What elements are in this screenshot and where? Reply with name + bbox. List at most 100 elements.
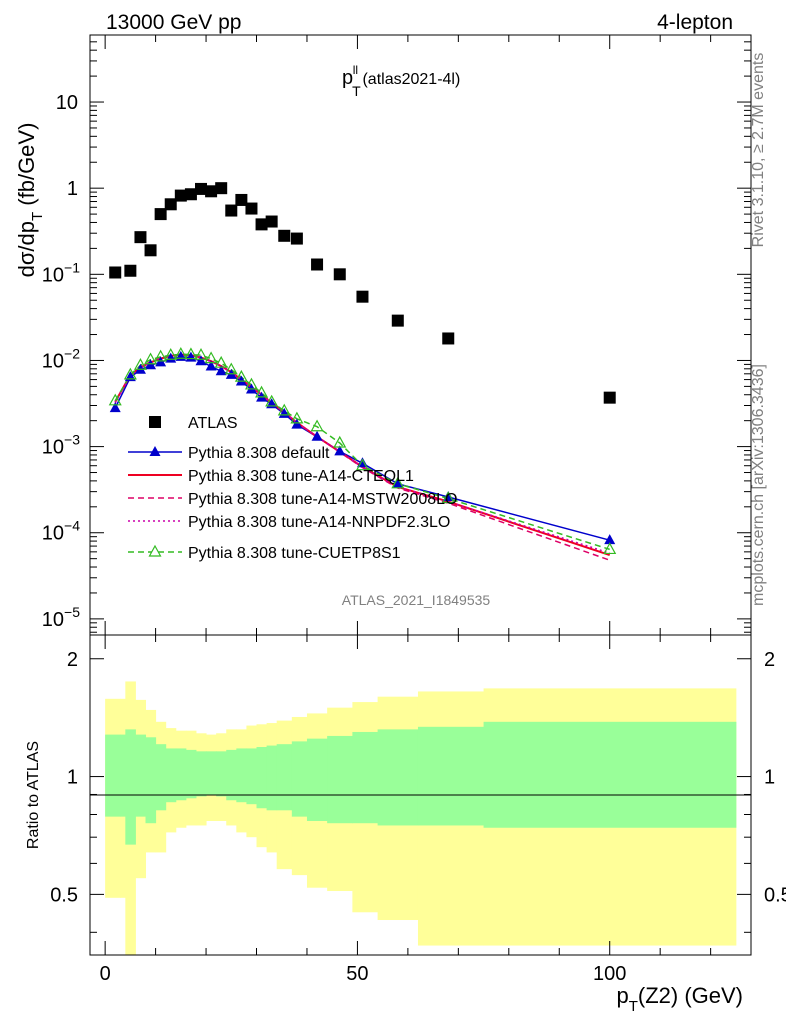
ratio-tick-label-left: 0.5 [50, 884, 78, 906]
cuetp8s1-marker [123, 367, 137, 380]
legend-label: ATLAS [188, 415, 238, 432]
ratio-stat-band [236, 748, 247, 803]
cuetp8s1-marker [355, 458, 369, 471]
default-marker [165, 352, 177, 363]
ratio-stat-band [246, 748, 258, 805]
atlas-data-point [225, 204, 238, 217]
cuetp8s1-marker [164, 347, 178, 360]
ratio-stat-band [377, 729, 419, 826]
plot-title-sup: ll [353, 63, 358, 77]
cuetp8s1-marker [194, 347, 208, 360]
plot-title-rest: (atlas2021-4l) [358, 71, 460, 88]
x-axis-label-main: p [616, 983, 628, 1008]
cuetp8s1-marker [174, 347, 188, 359]
y-tick-label: 10−4 [42, 518, 80, 545]
atlas-data-point [356, 290, 369, 303]
x-axis-label-rest: (Z2) (GeV) [638, 983, 743, 1008]
ratio-panel-frame [89, 634, 752, 956]
ratio-tick-label-left: 2 [67, 649, 78, 671]
cuetp8s1-marker [391, 476, 405, 489]
ratio-bands [105, 681, 737, 955]
atlas-data-point [255, 218, 268, 231]
legend-marker-atlas [149, 416, 161, 428]
header-channel: 4-lepton [657, 11, 733, 34]
x-tick-label: 0 [100, 963, 111, 985]
ratio-stat-band [175, 748, 187, 801]
y-axis-label: dσ/dpT (fb/GeV) [14, 123, 46, 278]
y-tick-label: 10 [56, 92, 78, 114]
default-marker [195, 355, 207, 366]
y-tick-mantissa: 10 [42, 609, 64, 631]
y-tick-label: 1 [67, 178, 78, 200]
plot-title-main: p [342, 67, 353, 89]
cuetp8s1-marker [154, 349, 168, 362]
legend-marker-triangle [149, 446, 161, 456]
legend-marker-open-triangle [148, 544, 162, 557]
ratio-stat-band [135, 734, 147, 817]
ratio-stat-band [276, 744, 293, 811]
plot-title: pTll (atlas2021-4l) [342, 63, 460, 99]
atlas-data-point [333, 268, 346, 281]
analysis-watermark: ATLAS_2021_I1849535 [342, 592, 491, 608]
cuetp8s1-marker [184, 347, 198, 360]
axis-ticks [90, 34, 751, 955]
ratio-stat-band [105, 734, 121, 817]
y-tick-label: 10−2 [42, 345, 80, 372]
x-tick-label: 100 [593, 963, 626, 985]
y-tick-exponent: −1 [64, 259, 80, 275]
atlas-data-point [124, 264, 137, 277]
series-markers [108, 182, 617, 555]
cuetp8s1-marker [290, 411, 304, 424]
legend-label: Pythia 8.308 tune-A14-MSTW2008LO [188, 491, 457, 508]
default-marker [109, 402, 121, 413]
legend-label: Pythia 8.308 tune-CUETP8S1 [188, 545, 401, 562]
ratio-stat-band [145, 737, 157, 824]
default-marker [205, 360, 217, 371]
cuetp8s1-marker [244, 377, 258, 390]
ratio-stat-band [352, 731, 379, 824]
ratio-stat-band [216, 751, 227, 797]
cuetp8s1-marker [441, 491, 455, 504]
legend-label: Pythia 8.308 tune-A14-NNPDF2.3LO [188, 514, 450, 531]
ratio-stat-band [165, 748, 177, 803]
y-tick-mantissa: 10 [42, 350, 64, 372]
atlas-data-point [245, 202, 258, 215]
cuetp8s1-marker [310, 419, 324, 432]
atlas-data-point [442, 332, 455, 345]
atlas-data-point [235, 193, 248, 206]
cuetp8s1-marker [333, 435, 347, 448]
cuetp8s1-marker [224, 362, 238, 375]
atlas-data-point [154, 208, 167, 221]
ratio-stat-band [195, 751, 207, 797]
atlas-data-point [134, 231, 147, 244]
y-tick-exponent: −2 [64, 345, 80, 361]
ratio-stat-band [226, 749, 237, 801]
mcplots-text: mcplots.cern.ch [arXiv:1306.3436] [750, 364, 767, 606]
default-marker [604, 534, 616, 545]
y-tick-mantissa: 10 [42, 264, 64, 286]
ratio-stat-band [266, 745, 278, 811]
atlas-data-point [205, 185, 218, 198]
cuetp8s1-marker [144, 352, 158, 365]
plot-title-sub: T [352, 83, 361, 99]
cuetp8s1-marker [255, 385, 269, 398]
y-axis-label-sub: T [29, 212, 46, 221]
series-line-5 [114, 353, 610, 551]
ratio-stat-band [417, 726, 485, 826]
y-tick-exponent: −5 [64, 604, 80, 620]
ratio-axis-label: Ratio to ATLAS [25, 741, 42, 849]
atlas-data-point [278, 229, 291, 242]
cuetp8s1-marker [204, 351, 218, 364]
y-tick-label: 10−3 [42, 432, 80, 459]
y-tick-exponent: −3 [64, 432, 80, 448]
y-axis-label-rest: (fb/GeV) [14, 123, 39, 212]
atlas-data-point [144, 244, 157, 257]
ratio-stat-band [185, 749, 197, 799]
ratio-stat-band [125, 729, 136, 845]
ratio-tick-label-right: 1 [764, 767, 775, 789]
y-tick-exponent: −4 [64, 518, 80, 534]
default-marker [291, 418, 303, 429]
legend-label: Pythia 8.308 default [188, 445, 330, 462]
ratio-stat-band [306, 738, 328, 821]
